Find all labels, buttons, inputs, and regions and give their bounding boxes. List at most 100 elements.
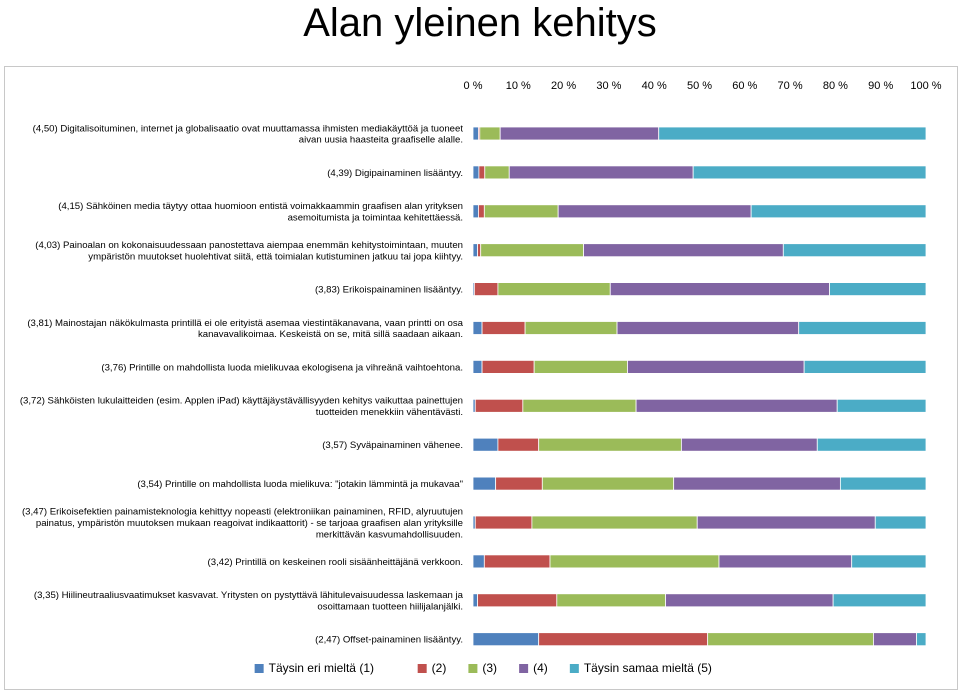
category-label: asemoitumista ja toimintaa kehitettäessä…	[288, 212, 463, 223]
legend-swatch	[417, 664, 427, 673]
x-tick-label: 70 %	[778, 80, 803, 92]
legend-label: Täysin samaa mieltä (5)	[584, 661, 712, 675]
category-label: (2,47) Offset-painaminen lisääntyy.	[315, 635, 463, 646]
category-label: (3,72) Sähköisten lukulaitteiden (esim. …	[20, 396, 463, 407]
bar-segment	[497, 282, 611, 297]
category-label: (3,83) Erikoispainaminen lisääntyy.	[315, 285, 463, 296]
category-label: aivan uusia haasteita graafiselle alalle…	[299, 135, 463, 146]
bar-segment	[472, 359, 483, 374]
bar-segment	[673, 476, 841, 491]
bar-segment	[495, 476, 543, 491]
chart-frame: 0 % 10 % 20 % 30 % 40 % 50 % 60 % 70 % 80 % 90 % 1…	[4, 66, 958, 690]
bar-segment	[481, 359, 535, 374]
x-tick-label: 50 %	[687, 80, 712, 92]
bar-segment	[680, 437, 818, 452]
category-label: merkittävän kasvumahdollisuuden.	[316, 529, 463, 540]
bar-segment	[474, 515, 533, 530]
x-tick-label: 30 %	[596, 80, 621, 92]
bar-segment	[658, 126, 927, 141]
x-tick-label: 40 %	[642, 80, 667, 92]
bar-segment	[829, 282, 927, 297]
bar-segment	[483, 554, 551, 569]
bar-segment	[472, 165, 480, 180]
legend-swatch	[569, 664, 579, 673]
legend-swatch	[519, 664, 529, 673]
bar-segment	[508, 165, 694, 180]
legend-label: Täysin eri mieltä (1)	[269, 661, 374, 675]
bar-segment	[478, 204, 485, 219]
bar-segment	[616, 321, 800, 335]
bar-segment	[499, 126, 660, 141]
bar-segment	[549, 554, 720, 569]
bar-segment	[538, 437, 682, 452]
bar-segment	[803, 359, 927, 374]
category-label: (4,50) Digitalisoituminen, internet ja g…	[33, 123, 464, 134]
bar-segment	[635, 398, 838, 413]
category-label: (3,42) Printillä on keskeinen rooli sisä…	[208, 557, 463, 568]
bar-segment	[479, 126, 501, 141]
bar-segment	[477, 243, 482, 258]
x-tick-label: 0 %	[464, 80, 483, 92]
legend-label: (4)	[533, 661, 548, 675]
bar-segment	[665, 593, 834, 608]
category-label: ympäristön muutokset huolehtivat siitä, …	[88, 251, 463, 262]
bar-segment	[750, 204, 927, 219]
bar-segment	[472, 476, 497, 491]
bar-segment	[556, 593, 666, 608]
legend-swatch	[468, 664, 478, 673]
bar-segment	[481, 321, 526, 335]
bar-segment	[538, 632, 709, 647]
bar-segment	[692, 165, 927, 180]
category-label: (4,39) Digipainaminen lisääntyy.	[327, 168, 463, 179]
bar-segment	[557, 204, 752, 219]
legend-swatch	[254, 664, 264, 673]
bar-segment	[478, 165, 486, 180]
bar-segment	[832, 593, 927, 608]
x-tick-label: 90 %	[868, 80, 893, 92]
bar-segment	[851, 554, 927, 569]
bar-segment	[609, 282, 830, 297]
bar-segment	[707, 632, 874, 647]
category-label: tuotteiden menekkiin vähentävästi.	[316, 407, 463, 418]
bar-segment	[816, 437, 927, 452]
legend-label: (2)	[432, 661, 447, 675]
bar-segment	[497, 437, 540, 452]
category-label: (3,54) Printille on mahdollista luoda mi…	[137, 479, 463, 490]
stacked-bar-chart: 0 % 10 % 20 % 30 % 40 % 50 % 60 % 70 % 80 % 90 % 1…	[20, 80, 942, 675]
category-label: (3,57) Syväpainaminen vähenee.	[322, 440, 463, 451]
bar-segment	[718, 554, 853, 569]
bar-segment	[836, 398, 927, 413]
category-label: (3,81) Mainostajan näkökulmasta printill…	[27, 318, 463, 329]
x-tick-label: 100 %	[910, 80, 941, 92]
category-label: (4,03) Painoalan on kokonaisuudessaan pa…	[35, 240, 463, 251]
bar-segment	[874, 515, 927, 530]
x-tick-label: 60 %	[732, 80, 757, 92]
bar-segment	[472, 437, 499, 452]
x-tick-label: 20 %	[551, 80, 576, 92]
x-tick-label: 80 %	[823, 80, 848, 92]
bar-segment	[472, 593, 478, 608]
bar-segment	[472, 126, 479, 141]
bar-segment	[839, 476, 927, 491]
category-label: (3,47) Erikoisefektien painamisteknologi…	[22, 507, 463, 518]
bar-segment	[782, 243, 927, 258]
category-label: painatus, ympäristön muutoksen mukaan re…	[36, 518, 463, 529]
bar-segment	[480, 243, 584, 258]
bar-segment	[541, 476, 675, 491]
bar-segment	[627, 359, 805, 374]
category-label: osoittamaan tuotteen hiilijalanjälki.	[317, 601, 463, 612]
bar-segment	[483, 204, 559, 219]
bar-segment	[477, 593, 558, 608]
bar-segment	[873, 632, 917, 647]
bar-segment	[484, 165, 510, 180]
bar-segment	[472, 554, 485, 569]
bar-segment	[531, 515, 698, 530]
category-label: (4,15) Sähköinen media täytyy ottaa huom…	[58, 201, 463, 212]
bar-segment	[916, 632, 927, 647]
category-label: kanavavalikoimaa. Keskeistä on se, mitä …	[198, 329, 463, 340]
bar-segment	[472, 321, 483, 335]
bar-segment	[473, 282, 499, 297]
bar-segment	[583, 243, 784, 258]
category-label: (3,76) Printille on mahdollista luoda mi…	[101, 362, 463, 373]
page-title: Alan yleinen kehitys	[303, 1, 657, 45]
